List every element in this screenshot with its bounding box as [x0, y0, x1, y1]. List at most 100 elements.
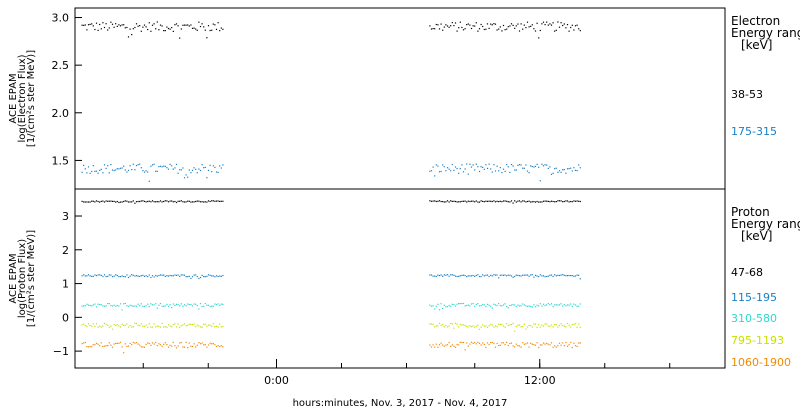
data-point	[432, 200, 434, 202]
data-point	[552, 200, 554, 203]
data-point	[145, 170, 147, 172]
data-point	[135, 305, 138, 307]
data-point	[84, 201, 86, 203]
data-point	[477, 166, 479, 168]
proton-legend-title: Energy range	[731, 217, 800, 231]
data-point	[429, 304, 431, 306]
data-point	[530, 165, 532, 167]
data-point	[542, 342, 545, 344]
data-point	[570, 167, 572, 169]
data-point	[134, 322, 136, 324]
data-point	[475, 163, 477, 165]
data-point	[578, 323, 580, 325]
data-point	[445, 306, 447, 308]
data-point	[446, 200, 449, 202]
data-point	[158, 274, 160, 277]
data-point	[110, 274, 112, 276]
data-point	[547, 302, 549, 305]
data-point	[145, 343, 147, 345]
data-point	[113, 169, 115, 172]
data-point	[110, 164, 112, 166]
data-point	[195, 326, 197, 328]
data-point	[496, 274, 498, 276]
data-point	[215, 325, 218, 327]
data-point	[116, 168, 118, 170]
data-point	[546, 304, 548, 306]
data-point	[483, 168, 485, 170]
x-tick-label: 12:00	[524, 374, 556, 387]
data-point	[576, 274, 578, 276]
data-point	[91, 170, 93, 173]
data-point	[100, 28, 102, 30]
data-point	[169, 344, 171, 346]
data-point	[518, 324, 521, 326]
data-point	[86, 29, 88, 31]
data-point	[565, 326, 567, 328]
data-point	[204, 166, 206, 168]
data-point	[131, 326, 133, 328]
data-point	[121, 323, 123, 325]
data-point	[434, 28, 436, 30]
data-point	[121, 346, 123, 348]
data-point	[478, 201, 481, 203]
data-point	[203, 26, 205, 28]
data-point	[100, 168, 102, 170]
data-point	[92, 25, 94, 27]
data-point	[199, 201, 202, 203]
data-point	[442, 29, 444, 31]
data-point	[151, 304, 154, 306]
data-point	[522, 167, 524, 169]
data-point	[517, 324, 519, 326]
data-point	[92, 200, 94, 202]
data-point	[212, 275, 214, 277]
data-point	[83, 201, 85, 203]
data-point	[520, 305, 522, 307]
data-point	[555, 167, 557, 169]
data-point	[199, 343, 202, 345]
data-point	[480, 23, 482, 26]
data-point	[576, 345, 578, 347]
data-point	[94, 28, 96, 31]
data-point	[462, 324, 465, 326]
series-proton-115-195	[81, 274, 581, 280]
data-point	[472, 25, 474, 27]
data-point	[437, 24, 439, 26]
data-point	[485, 200, 487, 202]
data-point	[113, 275, 115, 277]
data-point	[568, 30, 570, 32]
data-point	[129, 165, 131, 167]
data-point	[191, 201, 194, 203]
data-point	[119, 341, 122, 343]
data-point	[167, 201, 170, 203]
data-point	[493, 303, 495, 305]
data-point	[172, 341, 174, 343]
data-point	[440, 274, 442, 276]
data-point	[183, 323, 186, 325]
proton-y-tick-label: 3	[62, 210, 69, 223]
data-point	[217, 275, 219, 278]
data-point	[215, 345, 218, 348]
data-point	[199, 326, 202, 328]
data-point	[107, 324, 109, 326]
data-point	[520, 326, 522, 328]
data-point	[544, 343, 546, 345]
data-point	[151, 200, 154, 202]
data-point	[566, 24, 569, 26]
data-point	[450, 322, 452, 325]
data-point	[579, 167, 581, 169]
data-point	[482, 166, 484, 168]
data-point	[145, 201, 147, 203]
data-point	[446, 344, 449, 346]
data-point	[103, 274, 106, 276]
data-point	[187, 176, 189, 178]
data-point	[111, 346, 114, 348]
data-point	[195, 200, 197, 203]
data-point	[158, 201, 160, 203]
data-point	[517, 200, 519, 202]
data-point	[490, 342, 492, 344]
data-point	[474, 275, 476, 277]
data-point	[445, 201, 447, 203]
data-point	[434, 326, 436, 328]
legend-proton-1060-1900: 1060-1900	[731, 356, 791, 369]
data-point	[135, 341, 138, 344]
